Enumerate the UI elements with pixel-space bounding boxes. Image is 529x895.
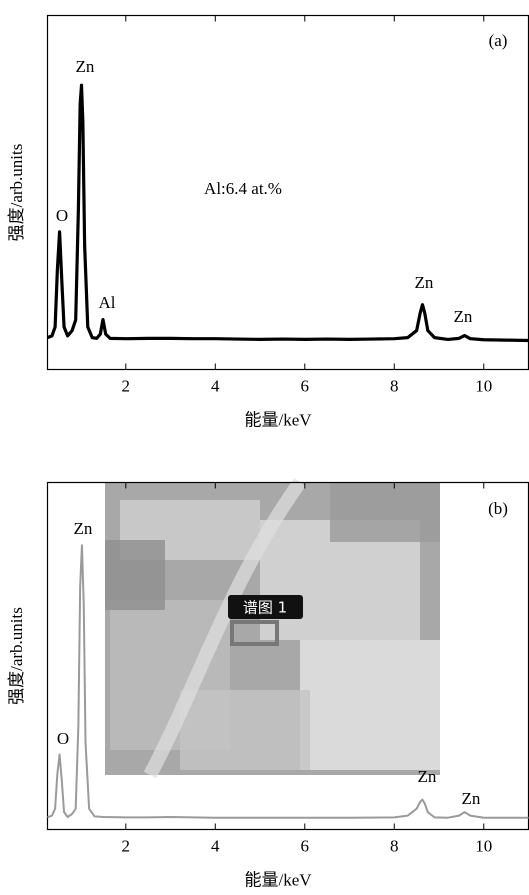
inset-texture	[105, 540, 165, 610]
inset-label-box	[228, 595, 303, 619]
peak-annotation: Zn	[415, 273, 434, 292]
peak-annotation: Zn	[418, 767, 437, 786]
peak-annotation: Al	[99, 293, 116, 312]
x-tick-label: 2	[122, 836, 131, 855]
y-axis-label: 强度/arb.units	[7, 144, 26, 242]
peak-annotation: Zn	[74, 519, 93, 538]
sem-inset: 谱图 1	[105, 477, 440, 779]
x-tick-label: 6	[301, 836, 310, 855]
spectrum-line	[47, 544, 529, 819]
x-tick-label: 4	[211, 376, 220, 395]
inset-texture	[180, 690, 310, 770]
x-tick-label: 4	[211, 836, 220, 855]
x-axis-label: 能量/keV	[244, 410, 312, 429]
panel-label: (b)	[488, 499, 508, 518]
peak-annotation: Zn	[76, 57, 95, 76]
x-tick-label: 10	[475, 376, 492, 395]
inset-label: 谱图 1	[243, 599, 287, 617]
x-axis-label: 能量/keV	[244, 870, 312, 889]
x-tick-label: 6	[301, 376, 310, 395]
inset-texture	[143, 477, 306, 779]
peak-annotation: Zn	[462, 789, 481, 808]
peak-annotation: Zn	[454, 307, 473, 326]
x-tick-label: 8	[390, 376, 399, 395]
peak-annotation: Al:6.4 at.%	[204, 179, 282, 198]
peak-annotation: O	[56, 206, 68, 225]
peak-annotation: O	[57, 729, 69, 748]
x-tick-label: 10	[475, 836, 492, 855]
inset-texture	[300, 640, 440, 770]
y-axis-label: 强度/arb.units	[7, 607, 26, 705]
inset-texture	[330, 482, 440, 542]
x-tick-label: 2	[122, 376, 131, 395]
inset-marker	[230, 620, 279, 646]
spectrum-line	[46, 83, 529, 343]
x-tick-label: 8	[390, 836, 399, 855]
panel-label: (a)	[489, 31, 508, 50]
